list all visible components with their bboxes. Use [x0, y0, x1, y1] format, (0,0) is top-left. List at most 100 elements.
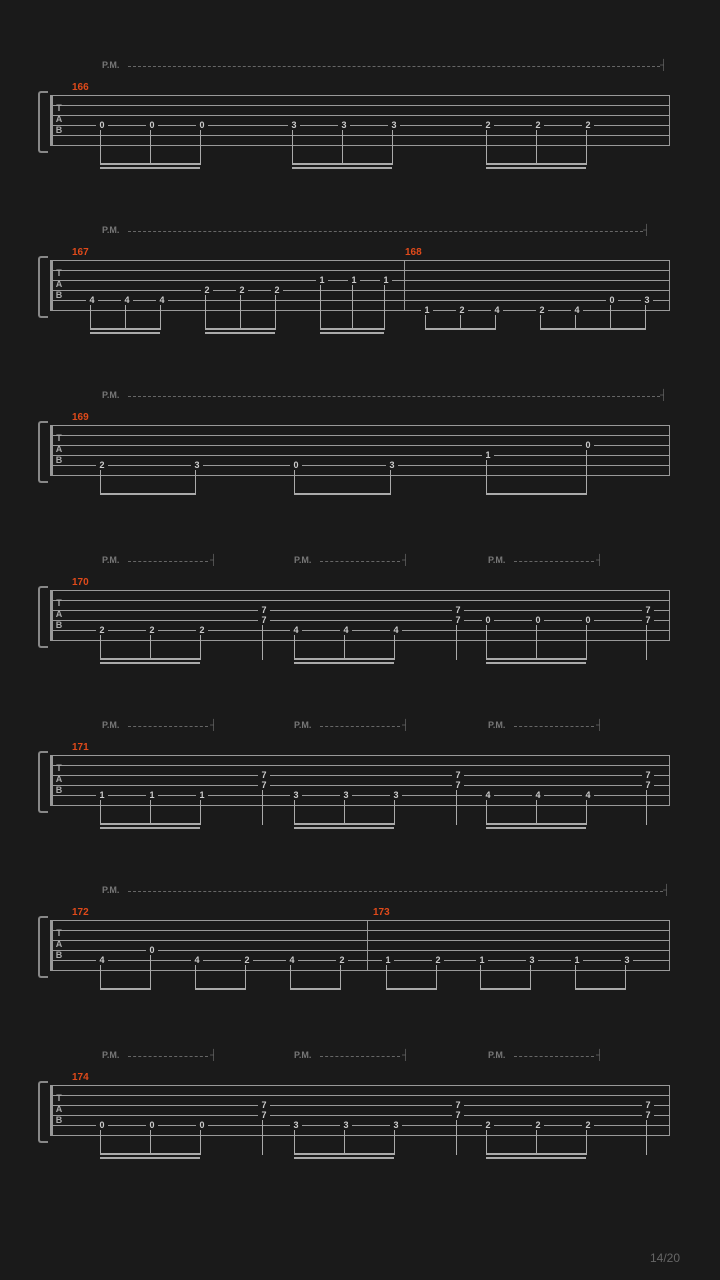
fret-number: 3: [340, 790, 352, 800]
fret-number: 4: [121, 295, 133, 305]
tab-clef-letter: B: [52, 290, 66, 301]
pm-dash: [514, 1056, 594, 1058]
fret-number: 2: [336, 955, 348, 965]
fret-number: 0: [146, 1120, 158, 1130]
note-stem: [344, 800, 345, 825]
tab-clef-letter: A: [52, 444, 66, 455]
tab-clef-letter: A: [52, 774, 66, 785]
pm-dash: [128, 66, 660, 68]
beam: [480, 988, 530, 990]
measure-number: 171: [72, 742, 89, 753]
staff-line: [50, 435, 670, 436]
tab-clef: TAB: [52, 763, 66, 796]
fret-number: 7: [258, 1110, 270, 1120]
fret-number: 7: [258, 605, 270, 615]
staff-line: [50, 1085, 670, 1086]
note-stem: [100, 130, 101, 165]
pm-end: ┤: [596, 1050, 603, 1061]
note-stem: [456, 625, 457, 660]
staff-line: [50, 125, 670, 126]
barline-end: [669, 1085, 670, 1135]
note-stem: [586, 800, 587, 825]
note-stem: [160, 305, 161, 330]
staff-line: [50, 280, 670, 281]
tab-staff: TAB230310: [50, 425, 670, 475]
note-stem: [586, 625, 587, 660]
tab-clef-letter: A: [52, 939, 66, 950]
note-stem: [392, 130, 393, 165]
pm-dash: [128, 396, 660, 398]
note-stem: [205, 295, 206, 330]
fret-number: 1: [348, 275, 360, 285]
tab-clef-letter: T: [52, 598, 66, 609]
pm-end: ┤: [643, 225, 650, 236]
note-stem: [200, 800, 201, 825]
fret-number: 7: [642, 1110, 654, 1120]
staff-line: [50, 805, 670, 806]
staff-line: [50, 970, 670, 971]
pm-label: P.M.: [102, 390, 119, 400]
note-stem: [394, 800, 395, 825]
note-stem: [200, 130, 201, 165]
staff-line: [50, 755, 670, 756]
staff-line: [50, 610, 670, 611]
tab-clef: TAB: [52, 928, 66, 961]
beam: [195, 988, 245, 990]
note-stem: [292, 130, 293, 165]
tab-clef-letter: A: [52, 114, 66, 125]
note-stem: [575, 965, 576, 990]
fret-number: 7: [258, 770, 270, 780]
note-stem: [340, 965, 341, 990]
pm-dash: [128, 726, 208, 728]
fret-number: 4: [491, 305, 503, 315]
note-stem: [390, 470, 391, 495]
beam: [575, 988, 625, 990]
fret-number: 1: [571, 955, 583, 965]
note-stem: [320, 285, 321, 330]
staff-line: [50, 270, 670, 271]
pm-end: ┤: [402, 555, 409, 566]
fret-number: 0: [146, 945, 158, 955]
measure-number: 169: [72, 412, 89, 423]
note-stem: [394, 1130, 395, 1155]
beam: [320, 328, 384, 330]
fret-number: 1: [482, 450, 494, 460]
beam: [100, 163, 200, 165]
staff-line: [50, 95, 670, 96]
staff-line: [50, 105, 670, 106]
note-stem: [344, 635, 345, 660]
beam: [294, 823, 394, 825]
note-stem: [352, 285, 353, 330]
fret-number: 7: [258, 615, 270, 625]
note-stem: [200, 1130, 201, 1155]
note-stem: [486, 1130, 487, 1155]
tab-clef-letter: T: [52, 268, 66, 279]
measure-number: 173: [373, 907, 390, 918]
fret-number: 7: [452, 770, 464, 780]
pm-label: P.M.: [102, 60, 119, 70]
fret-number: 0: [532, 615, 544, 625]
fret-number: 0: [606, 295, 618, 305]
fret-number: 4: [96, 955, 108, 965]
beam: [294, 493, 390, 495]
fret-number: 2: [236, 285, 248, 295]
fret-number: 2: [532, 1120, 544, 1130]
pm-end: ┤: [210, 1050, 217, 1061]
fret-number: 2: [432, 955, 444, 965]
pm-label: P.M.: [102, 225, 119, 235]
pm-label: P.M.: [102, 885, 119, 895]
fret-number: 1: [196, 790, 208, 800]
staff-line: [50, 445, 670, 446]
staff-line: [50, 940, 670, 941]
barline-end: [669, 260, 670, 310]
tab-clef-letter: B: [52, 620, 66, 631]
note-stem: [646, 1120, 647, 1155]
barline-end: [669, 590, 670, 640]
staff-line: [50, 590, 670, 591]
system-bracket: [38, 421, 48, 483]
pm-label: P.M.: [102, 720, 119, 730]
fret-number: 2: [146, 625, 158, 635]
staff-line: [50, 630, 670, 631]
note-stem: [150, 635, 151, 660]
fret-number: 2: [241, 955, 253, 965]
